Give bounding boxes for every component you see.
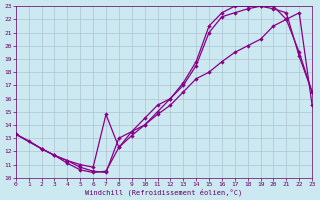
- X-axis label: Windchill (Refroidissement éolien,°C): Windchill (Refroidissement éolien,°C): [85, 188, 243, 196]
